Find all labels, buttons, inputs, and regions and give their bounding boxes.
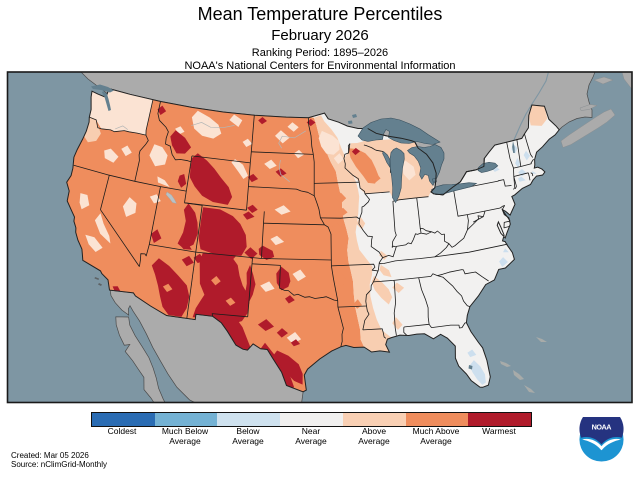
svg-text:NOAA: NOAA [592, 423, 612, 432]
